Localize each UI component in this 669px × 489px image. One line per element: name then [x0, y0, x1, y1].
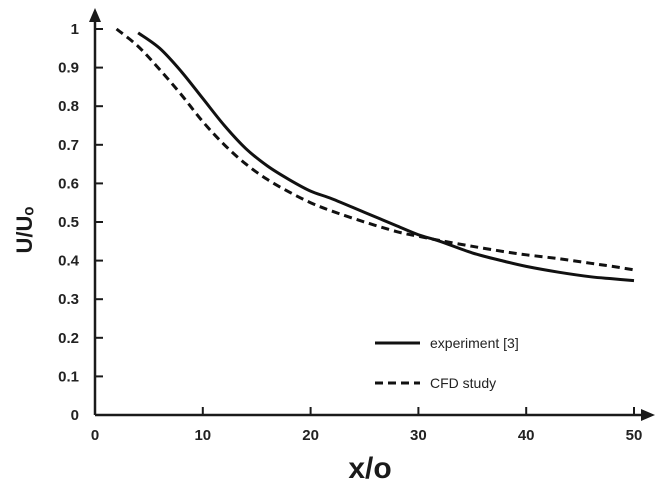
y-tick-label: 0.1 [58, 368, 79, 385]
x-tick-label: 20 [302, 427, 319, 444]
y-axis-title: U/Uₒ [12, 207, 37, 254]
y-tick-label: 0.3 [58, 291, 79, 308]
y-tick-label: 0 [71, 407, 79, 424]
x-tick-label: 40 [518, 427, 535, 444]
x-axis-title: x/o [348, 452, 391, 485]
y-tick-label: 0.2 [58, 330, 79, 347]
series-line-experiment [137, 31, 635, 283]
y-tick-label: 0.8 [58, 98, 79, 115]
x-tick-label: 50 [626, 427, 643, 444]
y-tick-label: 0.7 [58, 137, 79, 154]
series-line-cfd [115, 27, 635, 272]
y-axis-arrow [89, 8, 101, 22]
y-tick-label: 0.5 [58, 214, 79, 231]
x-tick-label: 30 [410, 427, 427, 444]
y-tick-label: 0.6 [58, 175, 79, 192]
y-tick-label: 0.9 [58, 60, 79, 77]
legend-label-experiment: experiment [3] [430, 335, 519, 351]
legend-label-cfd: CFD study [430, 375, 496, 391]
x-tick-label: 10 [194, 427, 211, 444]
y-tick-label: 1 [71, 21, 79, 38]
x-tick-label: 0 [91, 427, 99, 444]
y-tick-label: 0.4 [58, 253, 80, 270]
x-axis-arrow [641, 409, 655, 421]
